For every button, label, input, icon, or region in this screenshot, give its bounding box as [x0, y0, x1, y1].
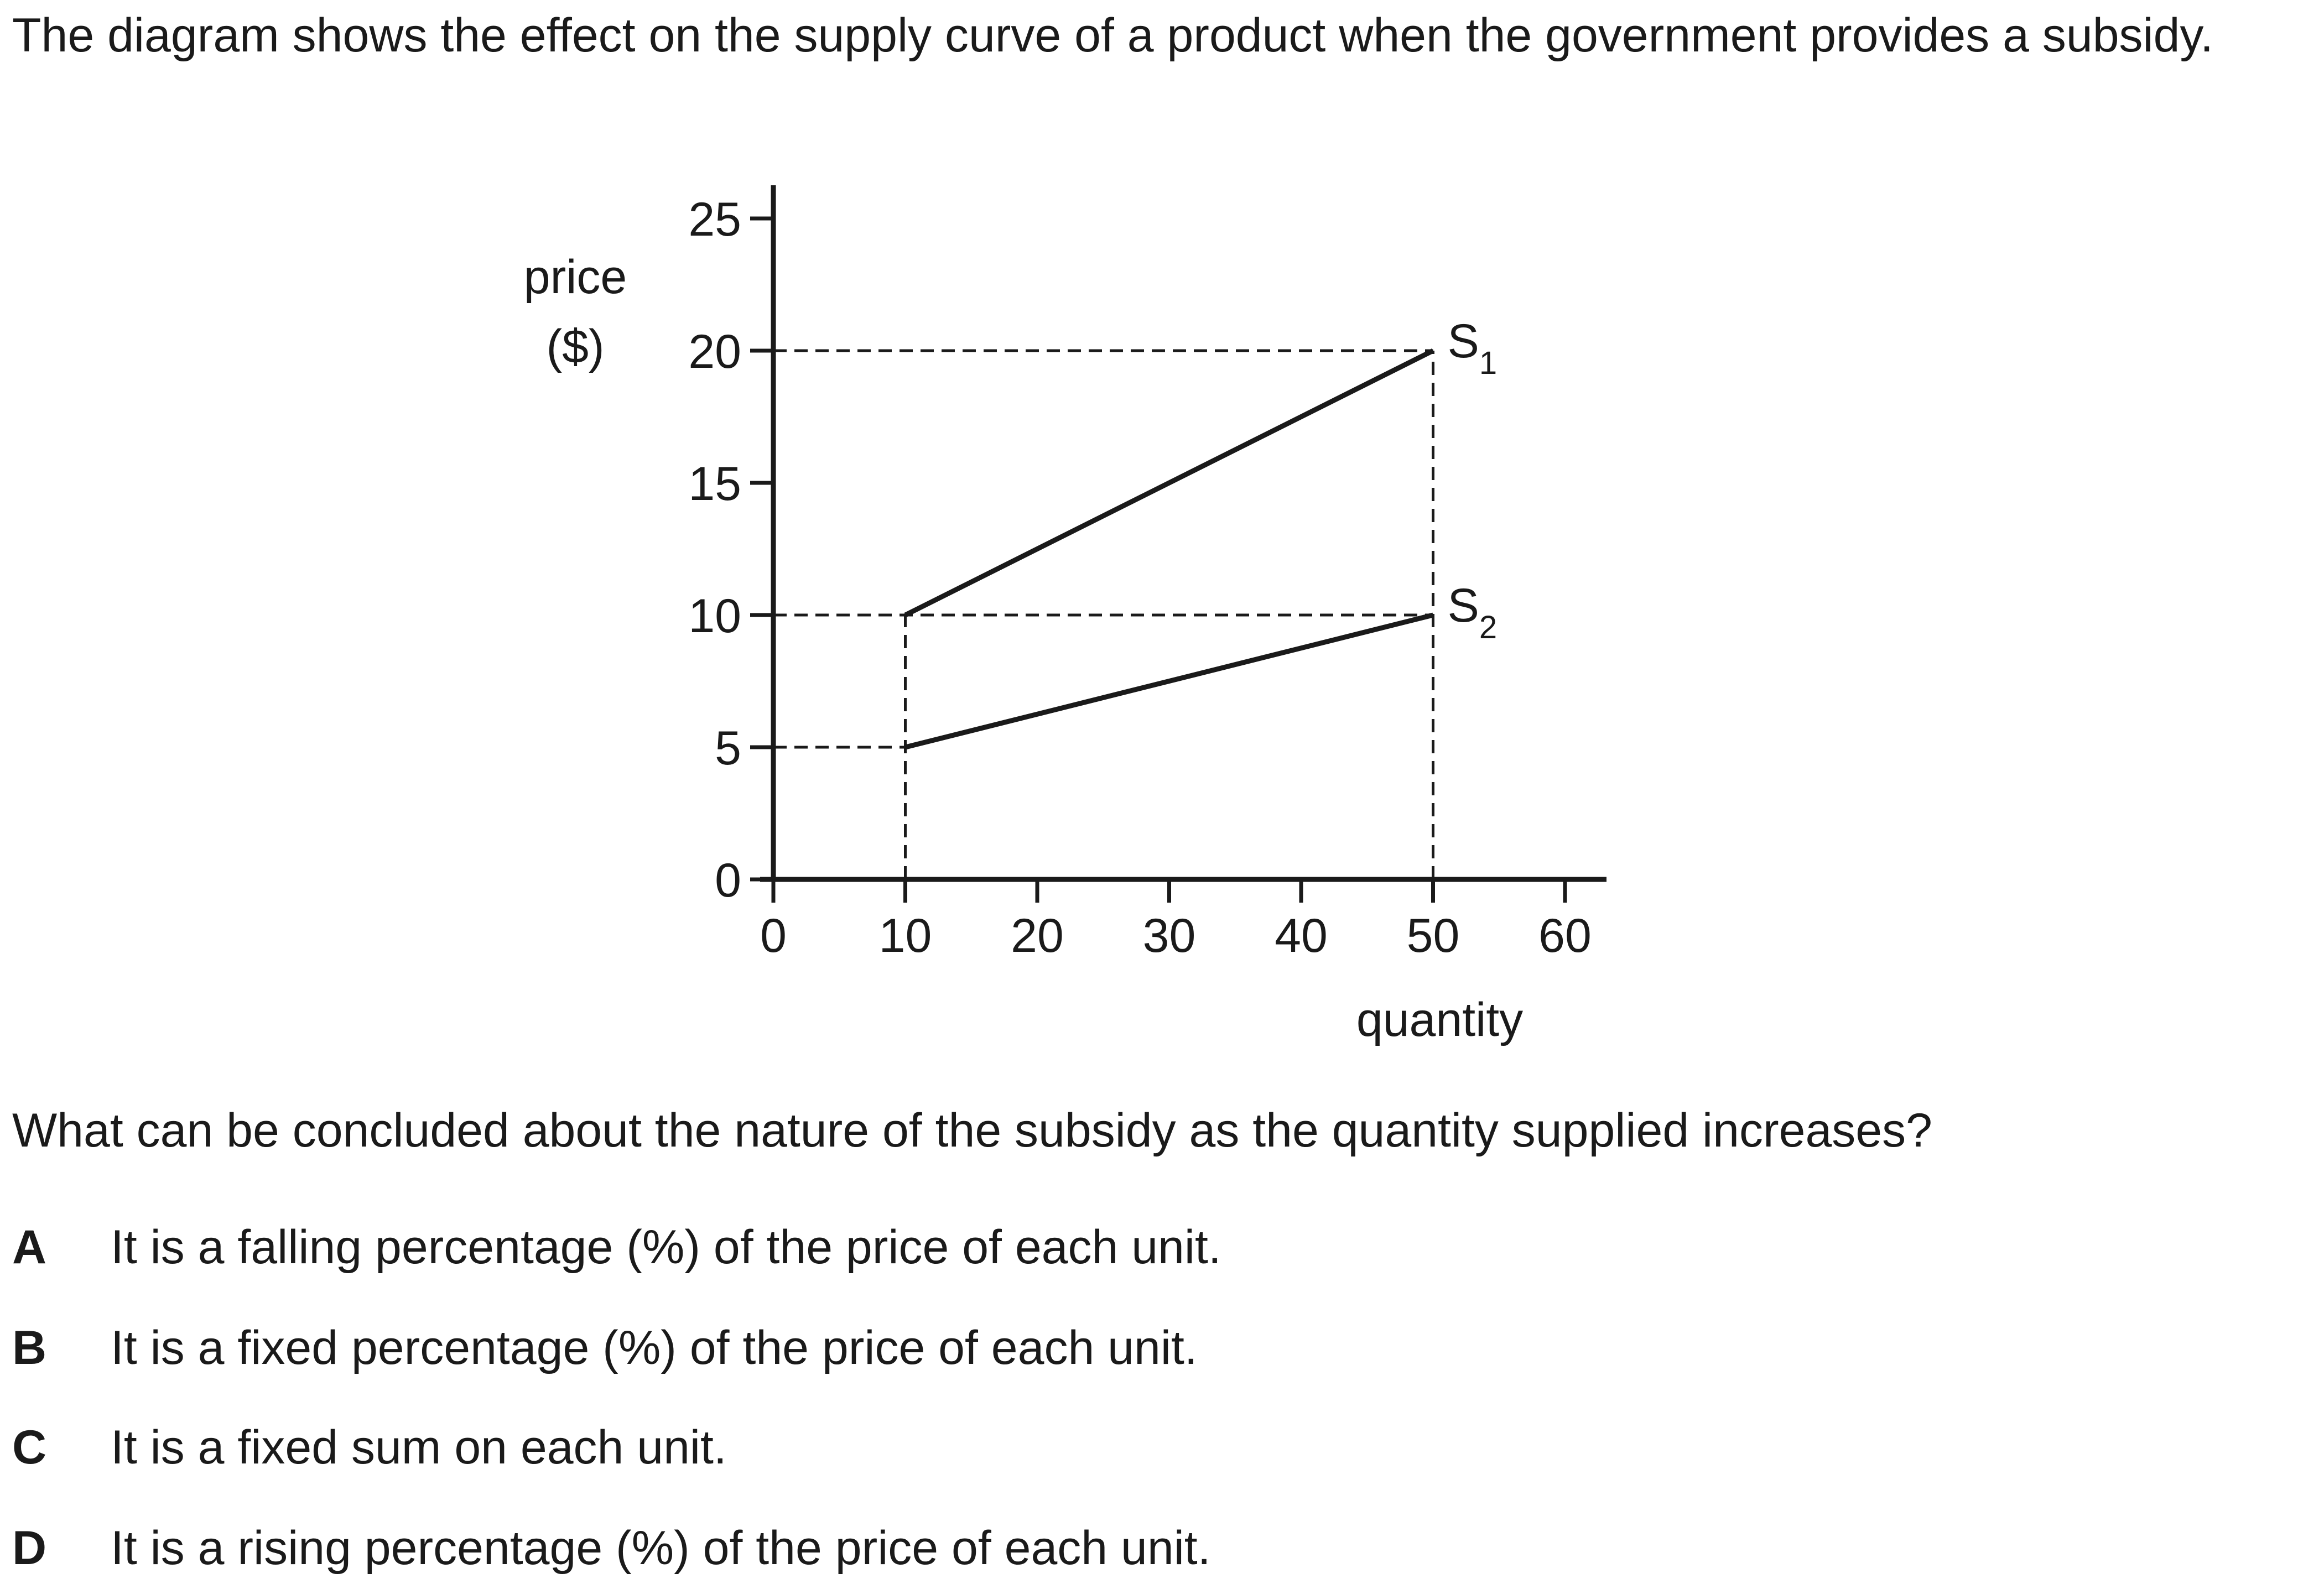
supply-label-subscript: 1	[1479, 345, 1497, 381]
y-tick-label: 25	[688, 193, 741, 246]
supply-label-subscript: 2	[1479, 609, 1497, 645]
option-text: It is a fixed percentage (%) of the pric…	[111, 1321, 1198, 1374]
option-letter: A	[12, 1221, 47, 1274]
x-tick-label: 30	[1143, 909, 1196, 962]
option-letter: B	[12, 1321, 47, 1374]
y-tick-label: 10	[688, 590, 741, 643]
option-text: It is a falling percentage (%) of the pr…	[111, 1221, 1221, 1274]
x-tick-label: 0	[760, 909, 787, 962]
supply-label-s2: S2	[1448, 579, 1498, 645]
question-prompt: What can be concluded about the nature o…	[12, 1104, 1932, 1157]
supply-curve-s2	[904, 612, 1434, 750]
option-letter: D	[12, 1522, 47, 1575]
y-axis-title: price	[524, 251, 627, 304]
option-b[interactable]: B It is a fixed percentage (%) of the pri…	[12, 1317, 1198, 1378]
supply-curve-s1	[904, 348, 1434, 618]
y-axis-unit: ($)	[546, 320, 604, 373]
x-tick-label: 10	[879, 909, 932, 962]
option-a[interactable]: A It is a falling percentage (%) of the p…	[12, 1217, 1221, 1278]
option-text: It is a rising percentage (%) of the pri…	[111, 1522, 1211, 1575]
supply-label-letter: S	[1448, 579, 1479, 632]
question-intro: The diagram shows the effect on the supp…	[12, 9, 2213, 62]
y-tick-label: 5	[715, 722, 741, 775]
y-tick-label: 0	[715, 854, 741, 907]
supply-label-s1: S1	[1448, 315, 1498, 381]
y-tick-label: 20	[688, 325, 741, 378]
x-tick-label: 40	[1275, 909, 1328, 962]
x-tick-label: 50	[1407, 909, 1460, 962]
option-c[interactable]: C It is a fixed sum on each unit.	[12, 1417, 727, 1478]
option-text: It is a fixed sum on each unit.	[111, 1421, 727, 1474]
x-tick-label: 60	[1538, 909, 1592, 962]
option-d[interactable]: D It is a rising percentage (%) of the pr…	[12, 1518, 1211, 1578]
x-tick-label: 20	[1011, 909, 1064, 962]
option-letter: C	[12, 1421, 47, 1474]
supply-label-letter: S	[1448, 315, 1479, 368]
x-axis-title: quantity	[1356, 993, 1523, 1046]
y-tick-label: 15	[688, 457, 741, 510]
